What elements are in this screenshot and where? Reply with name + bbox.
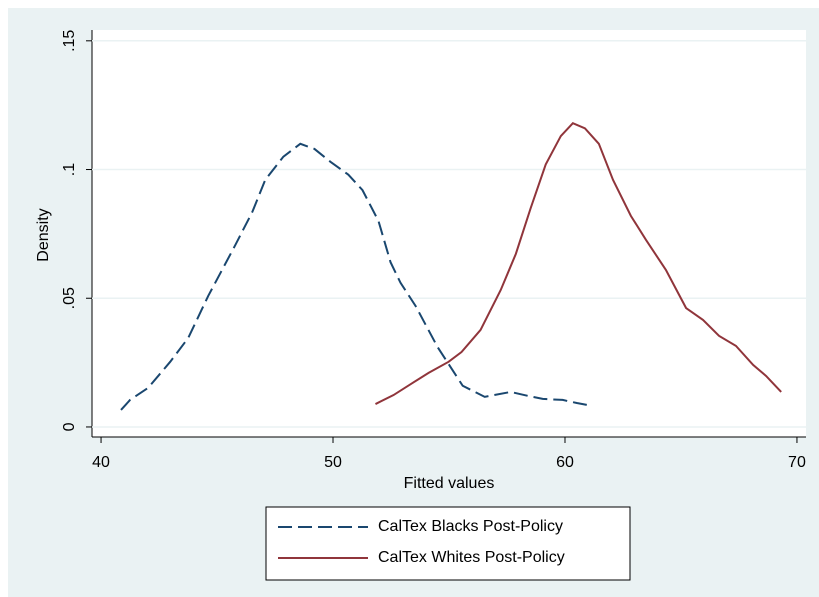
density-line (120, 142, 593, 411)
x-tick-label: 70 (788, 454, 806, 471)
x-axis-title: Fitted values (404, 475, 495, 492)
legend-label: CalTex Whites Post-Policy (378, 549, 565, 566)
plot-area (92, 30, 806, 437)
y-tick-label: .05 (61, 287, 78, 309)
x-tick-label: 60 (556, 454, 574, 471)
x-tick-label: 50 (324, 454, 342, 471)
density-line (375, 121, 782, 405)
legend (265, 506, 631, 581)
y-tick-label: .1 (61, 163, 78, 176)
y-axis-title: Density (35, 208, 52, 261)
x-tick-label: 40 (92, 454, 110, 471)
legend-label: CalTex Blacks Post-Policy (378, 518, 563, 535)
y-tick-label: 0 (61, 422, 78, 431)
y-tick-label: .15 (61, 30, 78, 52)
